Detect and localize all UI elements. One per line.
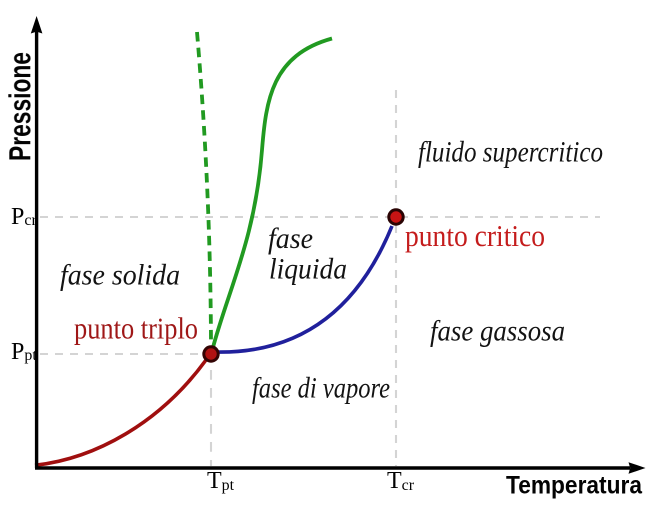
svg-text:liquida: liquida [269, 253, 347, 286]
svg-text:fase di vapore: fase di vapore [252, 372, 390, 405]
svg-text:fluido supercritico: fluido supercritico [418, 136, 603, 169]
svg-text:Pressione: Pressione [2, 52, 37, 161]
svg-text:punto triplo: punto triplo [74, 311, 198, 346]
svg-text:Tcr: Tcr [387, 468, 415, 494]
svg-text:fase: fase [268, 222, 313, 255]
svg-text:Temperatura: Temperatura [506, 472, 643, 500]
svg-text:punto critico: punto critico [405, 218, 545, 253]
svg-text:fase gassosa: fase gassosa [430, 315, 565, 348]
svg-text:fase solida: fase solida [60, 259, 180, 292]
